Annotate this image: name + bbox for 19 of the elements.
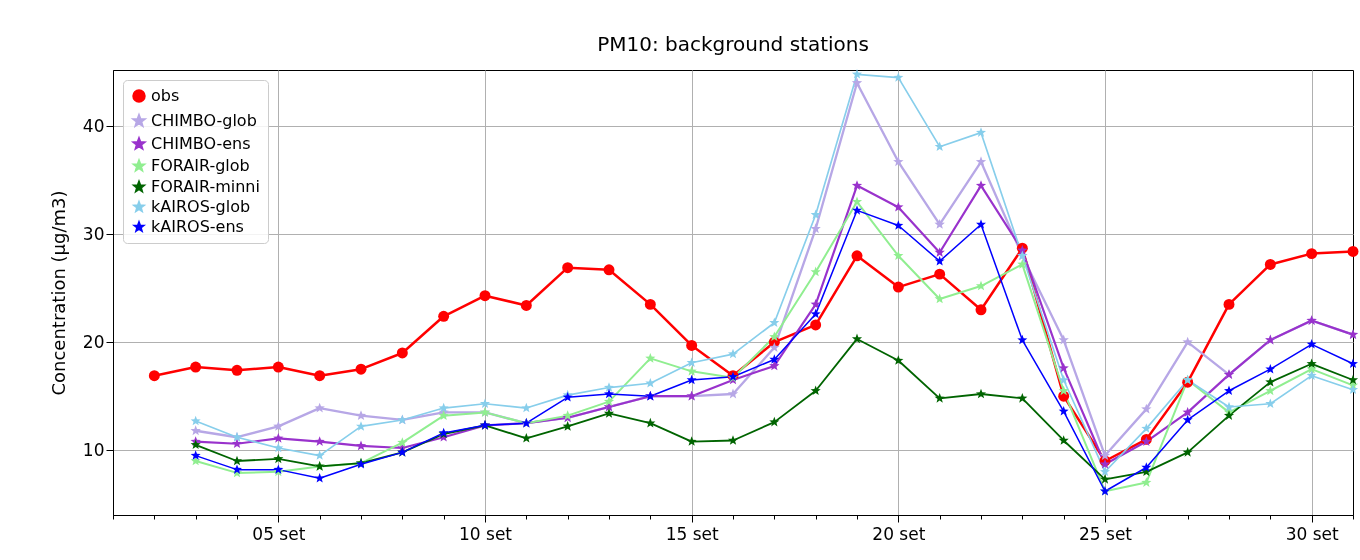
legend-label: FORAIR-minni	[151, 177, 260, 196]
y-tick-label: 10	[82, 439, 105, 460]
legend-label: kAIROS-ens	[151, 217, 244, 236]
x-tick-label: 30 set	[1285, 523, 1339, 544]
legend-label: CHIMBO-glob	[151, 111, 257, 130]
legend-label: kAIROS-glob	[151, 197, 251, 216]
x-tick-label: 20 set	[872, 523, 926, 544]
x-tick-label: 10 set	[458, 523, 513, 544]
x-tick-label: 05 set	[252, 523, 306, 544]
y-tick-label: 30	[82, 223, 105, 244]
x-tick-label: 25 set	[1078, 523, 1133, 544]
legend-label: CHIMBO-ens	[151, 134, 251, 153]
y-axis-title: Concentration (μg/m3)	[47, 190, 69, 396]
legend-label: obs	[151, 86, 180, 105]
legend-label: FORAIR-glob	[151, 156, 250, 175]
y-tick-label: 20	[82, 331, 105, 352]
x-tick-label: 15 set	[665, 523, 719, 544]
chart-title: PM10: background stations	[597, 32, 869, 57]
y-tick-label: 40	[82, 115, 105, 136]
